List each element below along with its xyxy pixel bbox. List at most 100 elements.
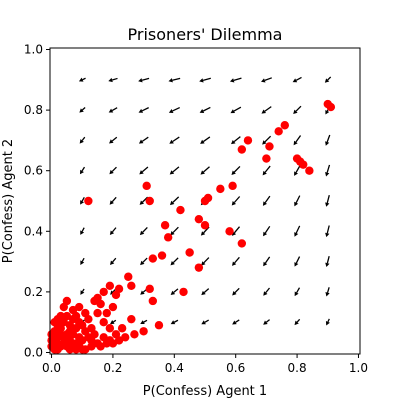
- data-point: [281, 121, 289, 129]
- data-point: [112, 291, 120, 299]
- quiver-arrow: [326, 319, 330, 326]
- quiver-arrow: [109, 137, 117, 143]
- data-point: [90, 297, 98, 305]
- quiver-arrow: [263, 166, 271, 175]
- data-point: [130, 330, 138, 338]
- data-point: [81, 327, 89, 335]
- quiver-arrow: [80, 167, 85, 174]
- quiver-arrow: [230, 78, 241, 82]
- quiver-arrow: [325, 135, 330, 146]
- quiver-arrow: [110, 197, 117, 204]
- y-tick-label: 1.0: [24, 43, 43, 57]
- data-point: [265, 142, 273, 150]
- quiver-arrow: [231, 166, 239, 174]
- data-point: [161, 221, 169, 229]
- data-point: [118, 324, 126, 332]
- quiver-arrow: [261, 78, 272, 83]
- quiver-arrow: [200, 137, 210, 144]
- data-point: [142, 182, 150, 190]
- x-tick-label: 1.0: [349, 361, 368, 375]
- quiver-arrow: [295, 319, 300, 325]
- data-point: [158, 251, 166, 259]
- data-point: [238, 239, 246, 247]
- quiver-arrow: [80, 289, 84, 295]
- y-axis-ticks: 0.0 0.2 0.4 0.6 0.8 1.0: [24, 43, 50, 360]
- quiver-arrow: [110, 320, 116, 324]
- data-point: [299, 160, 307, 168]
- data-point: [195, 263, 203, 271]
- data-point: [100, 318, 108, 326]
- quiver-arrow: [139, 108, 149, 113]
- quiver-arrow: [109, 108, 117, 113]
- data-point: [201, 221, 209, 229]
- quiver-arrow: [110, 258, 116, 265]
- quiver-arrow: [169, 108, 180, 113]
- quiver-arrow: [108, 78, 117, 82]
- y-tick-label: 0.2: [24, 285, 43, 299]
- quiver-arrow: [199, 78, 211, 82]
- quiver-arrow: [232, 196, 240, 205]
- quiver-arrow: [109, 167, 116, 174]
- quiver-arrow: [263, 320, 269, 325]
- quiver-arrow: [293, 77, 302, 82]
- quiver-arrow: [201, 289, 208, 296]
- y-tick-label: 0.6: [24, 164, 43, 178]
- data-point: [139, 327, 147, 335]
- quiver-arrow: [139, 167, 148, 174]
- quiver-arrow: [140, 320, 147, 324]
- data-point: [127, 282, 135, 290]
- quiver-arrow: [171, 320, 178, 324]
- quiver-arrow: [110, 228, 116, 235]
- data-point: [93, 339, 101, 347]
- data-point: [112, 330, 120, 338]
- quiver-arrow: [294, 257, 299, 267]
- quiver-arrow: [263, 257, 269, 266]
- y-tick-label: 0.8: [24, 103, 43, 117]
- y-tick-label: 0.0: [24, 345, 43, 359]
- quiver-arrow: [261, 107, 271, 114]
- quiver-arrow: [263, 226, 270, 236]
- x-tick-label: 0.8: [288, 361, 307, 375]
- data-point: [63, 297, 71, 305]
- data-point: [164, 233, 172, 241]
- quiver-arrow: [170, 227, 178, 235]
- quiver-arrow: [231, 137, 240, 145]
- quiver-arrow: [139, 137, 148, 143]
- quiver-arrow: [325, 195, 329, 207]
- data-point: [216, 185, 224, 193]
- x-tick-label: 0.4: [165, 361, 184, 375]
- quiver-arrow: [293, 106, 301, 114]
- quiver-arrow: [294, 226, 299, 237]
- quiver-arrow: [170, 167, 179, 175]
- quiver-arrow: [80, 258, 84, 265]
- chart-title: Prisoners' Dilemma: [128, 25, 283, 44]
- x-tick-label: 0.0: [42, 361, 61, 375]
- quiver-arrow: [170, 197, 179, 205]
- data-point: [149, 254, 157, 262]
- data-point: [146, 197, 154, 205]
- data-point: [327, 103, 335, 111]
- data-point: [53, 315, 61, 323]
- data-point: [149, 297, 157, 305]
- data-point: [274, 127, 282, 135]
- quiver-arrow: [294, 136, 301, 146]
- x-axis-ticks: 0.0 0.2 0.4 0.6 0.8 1.0: [42, 354, 368, 375]
- data-point: [204, 194, 212, 202]
- quiver-arrow: [263, 288, 269, 296]
- quiver-arrow: [79, 108, 85, 113]
- data-point: [176, 206, 184, 214]
- data-point: [195, 215, 203, 223]
- data-point: [146, 285, 154, 293]
- y-tick-label: 0.4: [24, 224, 43, 238]
- quiver-arrow: [140, 258, 147, 265]
- quiver-arrow: [325, 165, 329, 176]
- quiver-arrow: [138, 78, 149, 82]
- quiver-arrow: [80, 137, 85, 143]
- x-tick-label: 0.6: [226, 361, 245, 375]
- quiver-arrow: [80, 197, 84, 204]
- data-point: [124, 273, 132, 281]
- scatter-points: [47, 100, 335, 354]
- data-point: [238, 145, 246, 153]
- data-point: [225, 227, 233, 235]
